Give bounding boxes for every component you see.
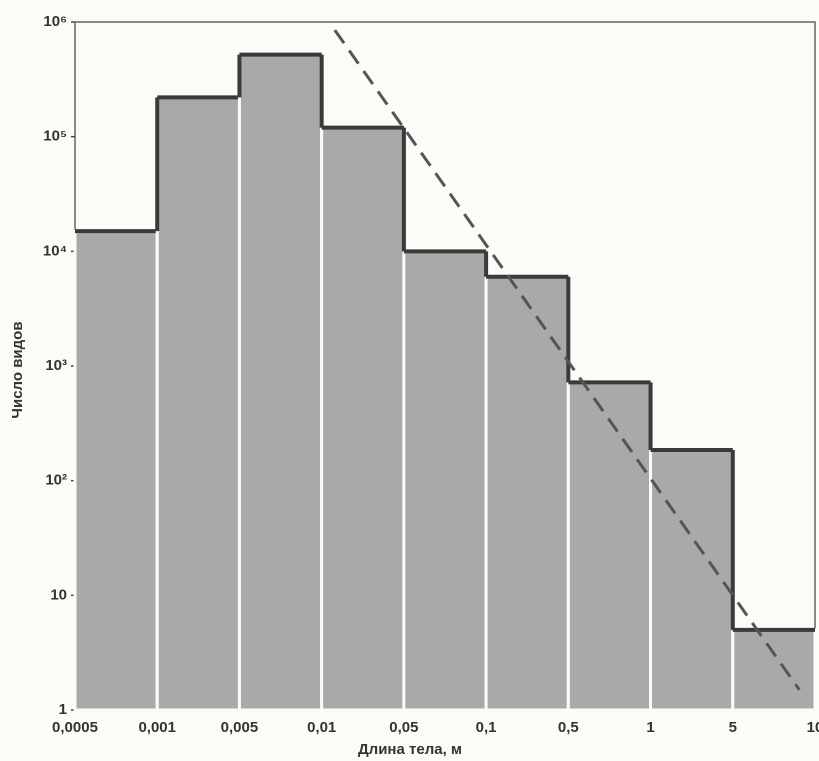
bar: [566, 380, 653, 712]
y-tick-label: 10⁴: [43, 242, 67, 259]
y-tick-label: 10: [50, 586, 67, 603]
x-tick-label: 0,001: [138, 719, 176, 736]
bar: [731, 628, 817, 712]
bar: [320, 126, 406, 712]
x-tick-label: 0,005: [221, 719, 259, 736]
bar: [484, 275, 570, 712]
bar: [155, 95, 241, 712]
bar: [237, 53, 324, 712]
bar: [402, 249, 488, 712]
y-tick-label: 10⁵: [43, 128, 67, 145]
reference-line: [333, 29, 801, 691]
x-tick-label: 0,5: [558, 719, 579, 736]
y-tick-label: 10⁶: [43, 13, 67, 30]
x-tick-label: 0,05: [389, 719, 418, 736]
y-tick-label: 1: [59, 701, 67, 718]
x-axis-title: Длина тела, м: [358, 741, 462, 758]
x-tick-label: 1: [646, 719, 654, 736]
x-tick-label: 10: [807, 719, 819, 736]
x-tick-label: 0,01: [307, 719, 336, 736]
x-tick-label: 0,0005: [52, 719, 98, 736]
x-tick-label: 0,1: [476, 719, 497, 736]
y-tick-label: 10²: [45, 472, 67, 489]
x-tick-label: 5: [729, 719, 737, 736]
y-axis-title: Число видов: [9, 321, 26, 418]
y-tick-label: 10³: [45, 357, 67, 374]
bar: [73, 229, 159, 712]
bar: [649, 448, 735, 712]
